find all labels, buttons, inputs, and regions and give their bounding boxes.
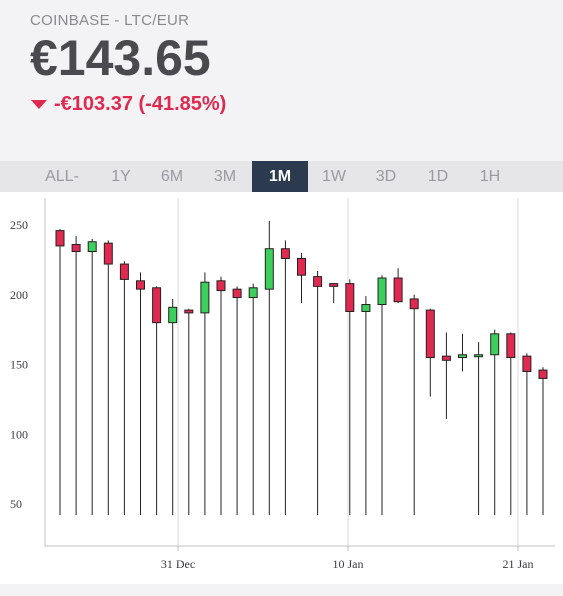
candle-body	[168, 306, 178, 324]
y-tick-label: 200	[10, 288, 28, 302]
candle-body	[490, 333, 500, 356]
tab-1w[interactable]: 1W	[322, 168, 346, 185]
tab-3m[interactable]: 3M	[213, 168, 237, 185]
header: COINBASE - LTC/EUR €143.65 -€103.37 (-41…	[30, 12, 226, 116]
candle-body	[522, 355, 532, 372]
chart-canvas: 50 100 150 200 250 31 Dec 10 Jan 21 Jan	[10, 198, 555, 571]
price-change-value: -€103.37 (-41.85%)	[54, 93, 227, 115]
candle-body	[377, 277, 387, 306]
candle-body	[425, 309, 435, 359]
time-range-tabs: ALL-TIME 1Y 6M 3M 1M 1W 3D 1D 1H	[0, 161, 563, 216]
candle-body	[345, 283, 355, 312]
tab-6m[interactable]: 6M	[160, 168, 184, 185]
tab-3d[interactable]: 3D	[375, 168, 397, 185]
candlestick-chart: 50 100 150 200 250 31 Dec 10 Jan 21 Jan	[0, 192, 563, 584]
ticker-label: COINBASE - LTC/EUR	[30, 12, 190, 29]
candle-body	[152, 287, 162, 324]
tab-1d[interactable]: 1D	[427, 168, 449, 185]
tab-1h[interactable]: 1H	[479, 168, 501, 185]
candle-body	[248, 287, 258, 299]
tab-1m[interactable]: 1M	[252, 161, 308, 192]
y-tick-label: 100	[10, 427, 28, 441]
x-tick-label: 21 Jan	[503, 557, 534, 571]
candle-body	[71, 244, 81, 253]
candle-body	[313, 276, 323, 287]
candle-body	[200, 281, 210, 314]
candle-body	[297, 257, 306, 276]
triangle-down-icon	[31, 100, 47, 109]
candle-body	[216, 280, 226, 292]
candle-body	[232, 288, 242, 299]
y-tick-label: 250	[10, 218, 28, 232]
current-price: €143.65	[30, 30, 211, 86]
candle-body	[441, 355, 451, 361]
candle-body	[280, 248, 290, 259]
candle-body	[87, 241, 97, 253]
x-tick-label: 31 Dec	[161, 557, 195, 571]
candle-body	[409, 298, 419, 310]
tab-all-time[interactable]: ALL-TIME	[43, 168, 81, 216]
x-tick-label: 10 Jan	[333, 557, 364, 571]
candle-body	[538, 369, 548, 379]
candle-body	[55, 230, 65, 247]
candle-body	[393, 277, 403, 303]
candle-body	[136, 280, 145, 290]
candle-body	[506, 333, 516, 359]
price-change: -€103.37 (-41.85%)	[30, 93, 226, 116]
candle-body	[474, 354, 484, 358]
candle-body	[458, 354, 467, 359]
y-tick-label: 150	[10, 358, 28, 372]
candle-body	[264, 248, 274, 290]
candle-body	[103, 242, 113, 265]
candle-body	[119, 263, 129, 280]
tab-1y[interactable]: 1Y	[111, 168, 131, 185]
candle-body	[361, 304, 371, 312]
y-tick-label: 50	[10, 497, 22, 511]
candle-body	[329, 283, 339, 287]
candle-body	[184, 309, 194, 314]
